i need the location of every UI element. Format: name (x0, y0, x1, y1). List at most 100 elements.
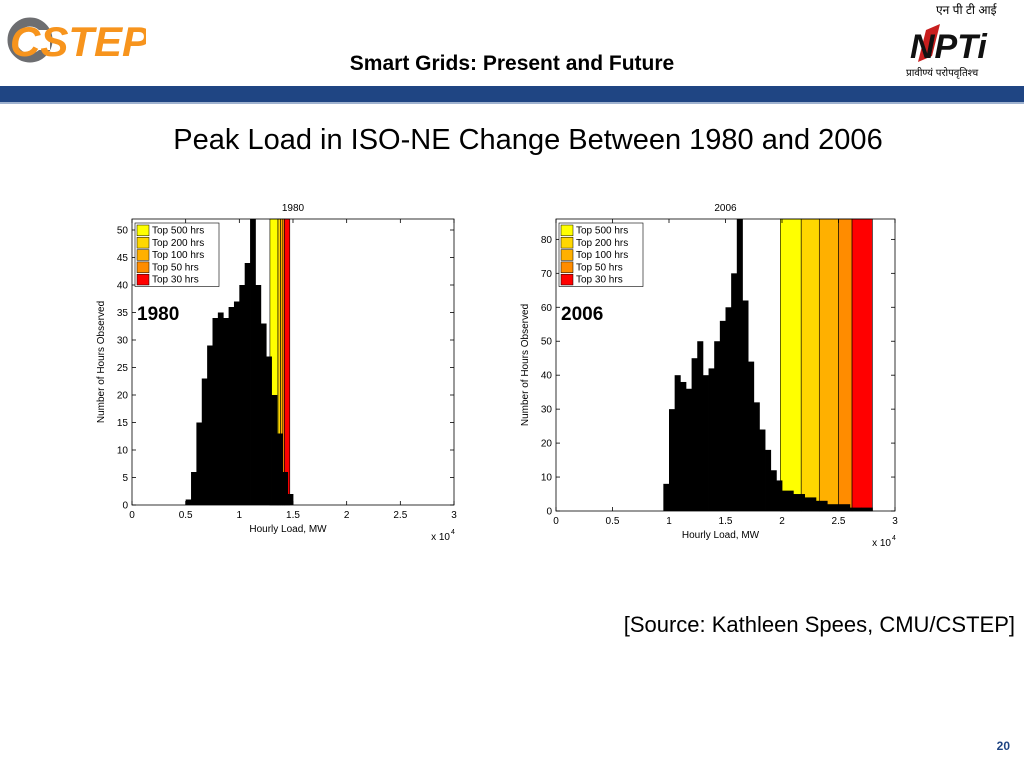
header-bar (0, 86, 1024, 102)
band-2 (800, 218, 820, 512)
legend-label: Top 30 hrs (152, 275, 199, 286)
x-tick-label: 2 (779, 516, 785, 527)
histogram-bar (239, 285, 246, 505)
y-tick-label: 40 (117, 281, 129, 292)
band-3 (818, 218, 839, 512)
y-tick-label: 10 (541, 473, 553, 484)
y-tick-label: 40 (541, 371, 553, 382)
histogram-bar (731, 273, 738, 511)
y-tick-label: 10 (117, 446, 129, 457)
y-tick-label: 70 (541, 269, 553, 280)
histogram-bar (266, 356, 272, 505)
histogram-bar (782, 490, 794, 511)
histogram-bar (708, 368, 715, 511)
header-divider (0, 102, 1024, 104)
legend-label: Top 50 hrs (152, 262, 199, 273)
histogram-bar (725, 307, 732, 511)
y-tick-label: 20 (117, 391, 129, 402)
x-tick-label: 0.5 (179, 510, 193, 521)
legend-label: Top 100 hrs (152, 250, 204, 261)
histogram-bar (244, 263, 251, 505)
legend-swatch (136, 224, 150, 237)
histogram-bar (719, 320, 726, 511)
y-tick-label: 0 (546, 507, 552, 518)
y-tick-label: 80 (541, 235, 553, 246)
y-tick-label: 60 (541, 303, 553, 314)
x-multiplier: x 10 (872, 538, 891, 549)
histogram-bar (804, 497, 817, 511)
legend-label: Top 200 hrs (152, 238, 204, 249)
y-tick-label: 30 (117, 336, 129, 347)
histogram-bar (663, 483, 670, 511)
year-annotation: 1980 (137, 304, 179, 325)
histogram-bar (217, 312, 224, 505)
legend-label: Top 500 hrs (152, 226, 204, 237)
year-annotation: 2006 (561, 304, 603, 325)
legend-label: Top 200 hrs (576, 238, 628, 249)
legend-swatch (136, 261, 150, 273)
y-tick-label: 5 (122, 473, 128, 484)
x-tick-label: 1.5 (286, 510, 300, 521)
histogram-bar (815, 500, 828, 511)
cstep-logo-text: CSTEP (10, 18, 146, 65)
histogram-bar (191, 472, 197, 505)
histogram-bar (201, 378, 208, 505)
histogram-bar (250, 219, 256, 505)
x-tick-label: 1 (237, 510, 243, 521)
histogram-bar (212, 318, 219, 505)
histogram-bar (255, 285, 262, 505)
header-title: Smart Grids: Present and Future (349, 52, 675, 75)
y-tick-label: 25 (117, 363, 129, 374)
npti-logo: एन पी टी आई NPTi प्रावीण्यं परोपवृतिश्च (906, 3, 998, 79)
x-tick-label: 0.5 (606, 516, 620, 527)
histogram-bar (282, 472, 289, 505)
legend-swatch (136, 237, 150, 249)
x-tick-label: 2.5 (393, 510, 407, 521)
legend-swatch (560, 273, 574, 286)
x-tick-label: 3 (451, 510, 457, 521)
y-tick-label: 20 (541, 439, 553, 450)
histogram-bar (765, 449, 772, 511)
band-1 (780, 218, 802, 512)
band-5 (851, 218, 873, 512)
legend-swatch (560, 237, 574, 249)
histogram-bar (742, 300, 749, 511)
x-tick-label: 2.5 (832, 516, 846, 527)
y-axis-label: Number of Hours Observed (520, 304, 531, 426)
histogram-bar (674, 375, 681, 511)
x-tick-label: 2 (344, 510, 350, 521)
x-axis-label: Hourly Load, MW (682, 530, 760, 541)
x-tick-label: 0 (553, 516, 559, 527)
npti-hindi-bottom: प्रावीण्यं परोपवृतिश्च (906, 67, 979, 79)
y-axis-label: Number of Hours Observed (96, 301, 107, 423)
histogram-bar (748, 361, 755, 511)
histogram-bar (849, 507, 862, 511)
legend-swatch (136, 273, 150, 286)
histogram-bar (714, 341, 721, 511)
histogram-bar (793, 494, 805, 511)
y-tick-label: 30 (541, 405, 553, 416)
histogram-bar (776, 480, 783, 511)
histogram-bar (838, 504, 851, 511)
y-tick-label: 50 (541, 337, 553, 348)
y-tick-label: 50 (117, 226, 129, 237)
histogram-bar (685, 388, 692, 511)
npti-hindi-top: एन पी टी आई (936, 3, 998, 17)
y-tick-label: 35 (117, 308, 129, 319)
x-exponent: 4 (892, 535, 896, 542)
x-tick-label: 1 (666, 516, 672, 527)
legend-swatch (560, 249, 574, 261)
slide-title: Peak Load in ISO-NE Change Between 1980 … (173, 124, 883, 156)
page-number: 20 (996, 739, 1010, 753)
band-5 (284, 218, 291, 506)
histogram-bar (861, 507, 873, 511)
histogram-bar (691, 358, 698, 511)
histogram-bar (736, 219, 743, 511)
histogram-bar (207, 345, 213, 505)
histogram-bar (697, 341, 704, 511)
x-exponent: 4 (451, 529, 455, 536)
band-4 (838, 218, 853, 512)
